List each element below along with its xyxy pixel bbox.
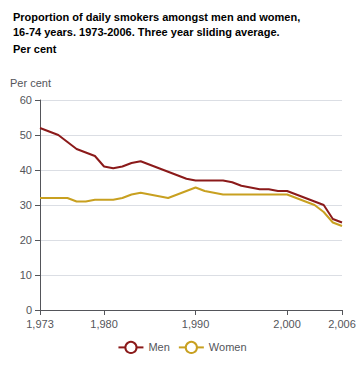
svg-text:2,000: 2,000 bbox=[273, 318, 301, 330]
svg-text:40: 40 bbox=[20, 164, 32, 176]
svg-text:Women: Women bbox=[209, 341, 247, 353]
svg-text:Proportion of daily smokers am: Proportion of daily smokers amongst men … bbox=[13, 11, 300, 23]
svg-text:1,973: 1,973 bbox=[26, 318, 54, 330]
svg-text:Men: Men bbox=[148, 341, 169, 353]
svg-text:Per cent: Per cent bbox=[10, 77, 51, 89]
svg-text:50: 50 bbox=[20, 129, 32, 141]
svg-text:30: 30 bbox=[20, 199, 32, 211]
svg-text:1,980: 1,980 bbox=[90, 318, 118, 330]
svg-text:2,006: 2,006 bbox=[328, 318, 356, 330]
svg-text:0: 0 bbox=[26, 304, 32, 316]
svg-text:16-74 years. 1973-2006. Three: 16-74 years. 1973-2006. Three year slidi… bbox=[13, 26, 280, 38]
svg-text:10: 10 bbox=[20, 269, 32, 281]
svg-text:Per cent: Per cent bbox=[13, 43, 57, 55]
svg-text:60: 60 bbox=[20, 94, 32, 106]
svg-text:20: 20 bbox=[20, 234, 32, 246]
svg-text:1,990: 1,990 bbox=[182, 318, 210, 330]
